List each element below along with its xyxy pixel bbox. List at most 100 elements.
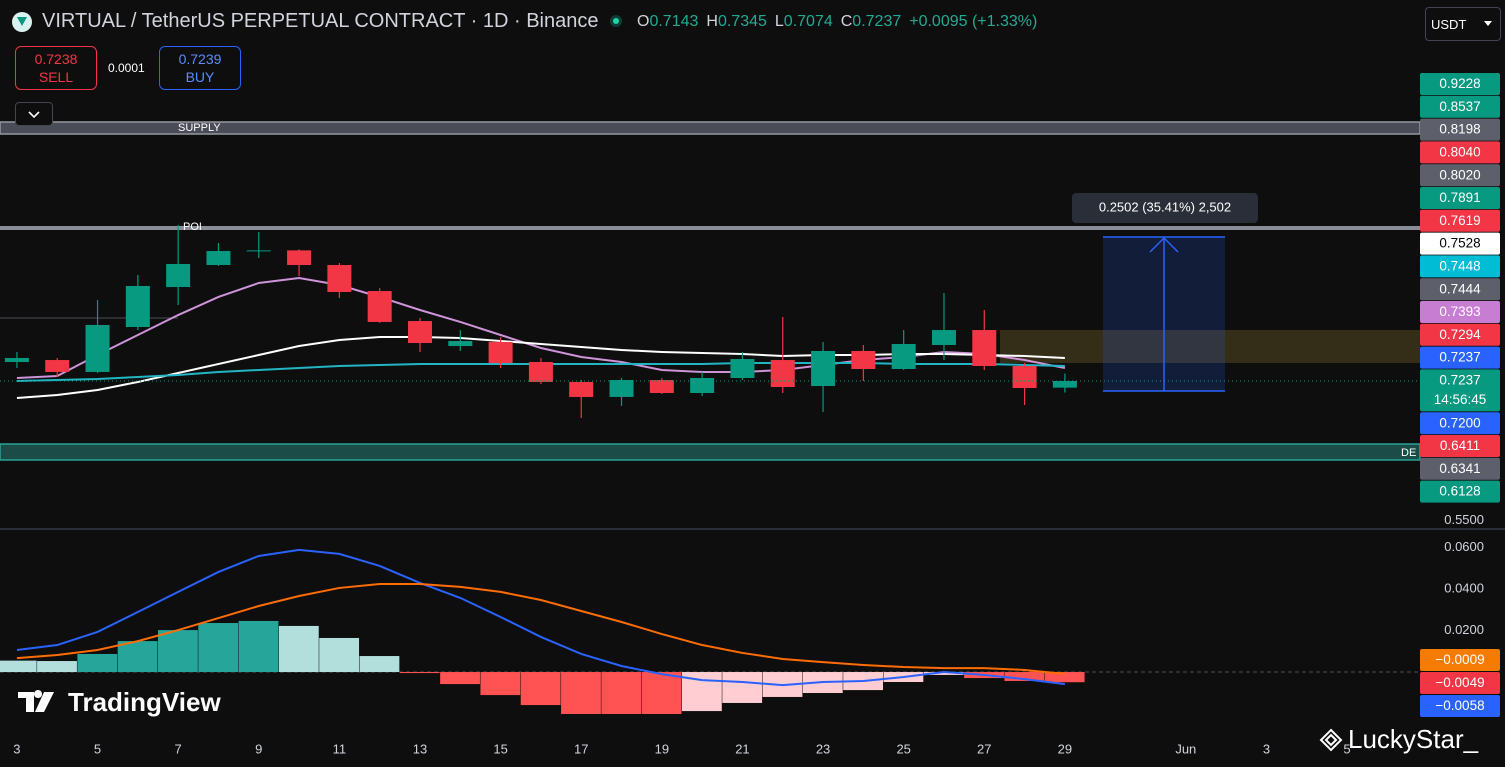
currency-caret bbox=[1484, 21, 1492, 26]
candle-body bbox=[1052, 380, 1077, 388]
indicator-line bbox=[16, 336, 1065, 399]
spread: 0.0001 bbox=[108, 61, 145, 75]
x-tick-label: 3 bbox=[1263, 741, 1270, 756]
x-tick-label: 11 bbox=[333, 741, 347, 756]
price-tag-label: 0.7237 bbox=[1439, 350, 1480, 365]
measure-label-box bbox=[1072, 193, 1258, 223]
histogram-bar bbox=[601, 672, 642, 714]
candle-body bbox=[85, 324, 110, 372]
price-tag bbox=[1420, 95, 1500, 118]
countdown: 14:56:45 bbox=[1434, 392, 1487, 407]
price-tag-label: 0.7294 bbox=[1439, 327, 1481, 342]
candle-body bbox=[125, 285, 150, 327]
sell-button[interactable]: 0.7238 SELL bbox=[15, 46, 97, 90]
candle-body bbox=[770, 360, 795, 387]
x-tick-label: 19 bbox=[655, 741, 669, 756]
symbol-title: VIRTUAL / TetherUS PERPETUAL CONTRACT · … bbox=[42, 10, 599, 32]
candle-body bbox=[4, 358, 29, 362]
x-tick-label: 23 bbox=[816, 741, 830, 756]
x-tick-label: 5 bbox=[1343, 741, 1350, 756]
histogram-bar bbox=[319, 637, 360, 673]
measure-tool: 0.2502 (35.41%) 2,502 bbox=[1072, 193, 1258, 392]
measure-arrowhead bbox=[1149, 236, 1179, 253]
axes: 3 5 7 9 11 13 15 17 19 21 23 25 27 29 Jun 3 5 0.5500 0.060… bbox=[13, 73, 1500, 756]
ohlc-label: C bbox=[840, 13, 853, 30]
candle-body bbox=[448, 341, 473, 347]
histogram-bar bbox=[561, 672, 601, 714]
x-tick-label: 21 bbox=[735, 741, 749, 756]
indicator-line bbox=[16, 582, 1065, 675]
candle-body bbox=[367, 291, 392, 322]
histogram-bar bbox=[1004, 672, 1045, 681]
candle-body bbox=[246, 250, 271, 252]
ohlc-label: L bbox=[774, 13, 784, 30]
currency-button[interactable]: USDT bbox=[1425, 7, 1501, 41]
chevron-icon bbox=[28, 111, 40, 119]
price-tag-label: 0.7393 bbox=[1439, 304, 1480, 319]
price-tag bbox=[1420, 187, 1500, 209]
price-tag-label: 0.7891 bbox=[1439, 190, 1480, 205]
macd-tag bbox=[1420, 695, 1500, 717]
price-tag-label: 0.7448 bbox=[1439, 258, 1480, 273]
x-tick-label: 17 bbox=[574, 741, 588, 756]
macd-tag-label: −0.0049 bbox=[1435, 675, 1484, 690]
histogram-bar bbox=[520, 672, 561, 706]
price-tag bbox=[1420, 232, 1500, 255]
histogram-bar bbox=[278, 625, 319, 673]
histogram-bar bbox=[77, 653, 118, 673]
collapse-button[interactable] bbox=[15, 102, 53, 126]
x-tick-label: 29 bbox=[1058, 741, 1072, 756]
price-tag-label: 0.8537 bbox=[1439, 99, 1480, 114]
price-tag-label: 0.8040 bbox=[1439, 144, 1480, 159]
candle-body bbox=[166, 264, 191, 288]
price-tag bbox=[1420, 141, 1500, 164]
market-status bbox=[610, 15, 622, 27]
brand-text: TradingView bbox=[68, 687, 221, 717]
x-tick-label: 13 bbox=[413, 741, 427, 756]
histogram-bar bbox=[238, 620, 279, 673]
candle-body bbox=[569, 381, 594, 397]
histogram-bar bbox=[1044, 672, 1085, 683]
measure-label: 0.2502 (35.41%) 2,502 bbox=[1099, 199, 1231, 214]
price-tag-label: 0.6341 bbox=[1439, 461, 1480, 476]
x-tick-label: Jun bbox=[1175, 741, 1196, 756]
buy-button[interactable]: 0.7239 BUY bbox=[159, 46, 241, 90]
histogram-bar bbox=[37, 661, 77, 673]
y-tick-label: 0.0600 bbox=[1444, 539, 1484, 554]
indicator-line bbox=[16, 548, 1066, 687]
price-tag bbox=[1420, 118, 1500, 141]
price-tag-label: 0.6411 bbox=[1440, 438, 1480, 453]
macd-tag bbox=[1420, 649, 1500, 671]
ohlc-label: H bbox=[706, 13, 718, 30]
buy-price: 0.7239 bbox=[178, 51, 222, 67]
histogram-bar bbox=[158, 630, 198, 673]
histogram-bar bbox=[117, 641, 158, 673]
x-tick-label: 7 bbox=[175, 741, 182, 756]
histogram-bar bbox=[641, 672, 682, 714]
sell-price: 0.7238 bbox=[34, 51, 78, 67]
buy-label: BUY bbox=[185, 69, 215, 85]
price-tag bbox=[1420, 323, 1500, 346]
price-tag bbox=[1420, 73, 1500, 95]
candle-body bbox=[891, 343, 916, 370]
poi-label: POI bbox=[183, 221, 202, 233]
histogram-bar bbox=[440, 672, 480, 685]
ohlc: O0.7143 H0.7345 L0.7074 C0.7237 +0.0095 (+1.… bbox=[637, 13, 1037, 31]
x-tick-label: 9 bbox=[255, 741, 262, 756]
price-tag-label: 0.7200 bbox=[1439, 415, 1480, 430]
price-tag bbox=[1420, 255, 1500, 278]
demand-label: DE bbox=[1401, 447, 1416, 459]
demand-zone bbox=[0, 443, 1421, 461]
x-tick-label: 15 bbox=[493, 741, 507, 756]
price-tag-label: 0.7619 bbox=[1439, 213, 1480, 228]
candle-body bbox=[1012, 365, 1037, 388]
candle-body bbox=[730, 359, 755, 378]
price-tag-label: 0.9228 bbox=[1439, 76, 1480, 91]
price-tag bbox=[1420, 209, 1500, 232]
price-tag bbox=[1420, 301, 1500, 323]
price-tag bbox=[1420, 278, 1500, 301]
candle-body bbox=[609, 380, 634, 397]
candle-body bbox=[811, 350, 836, 387]
macd-tag-label: −0.0058 bbox=[1435, 698, 1484, 713]
ohlc-value: 0.7237 bbox=[852, 13, 902, 30]
